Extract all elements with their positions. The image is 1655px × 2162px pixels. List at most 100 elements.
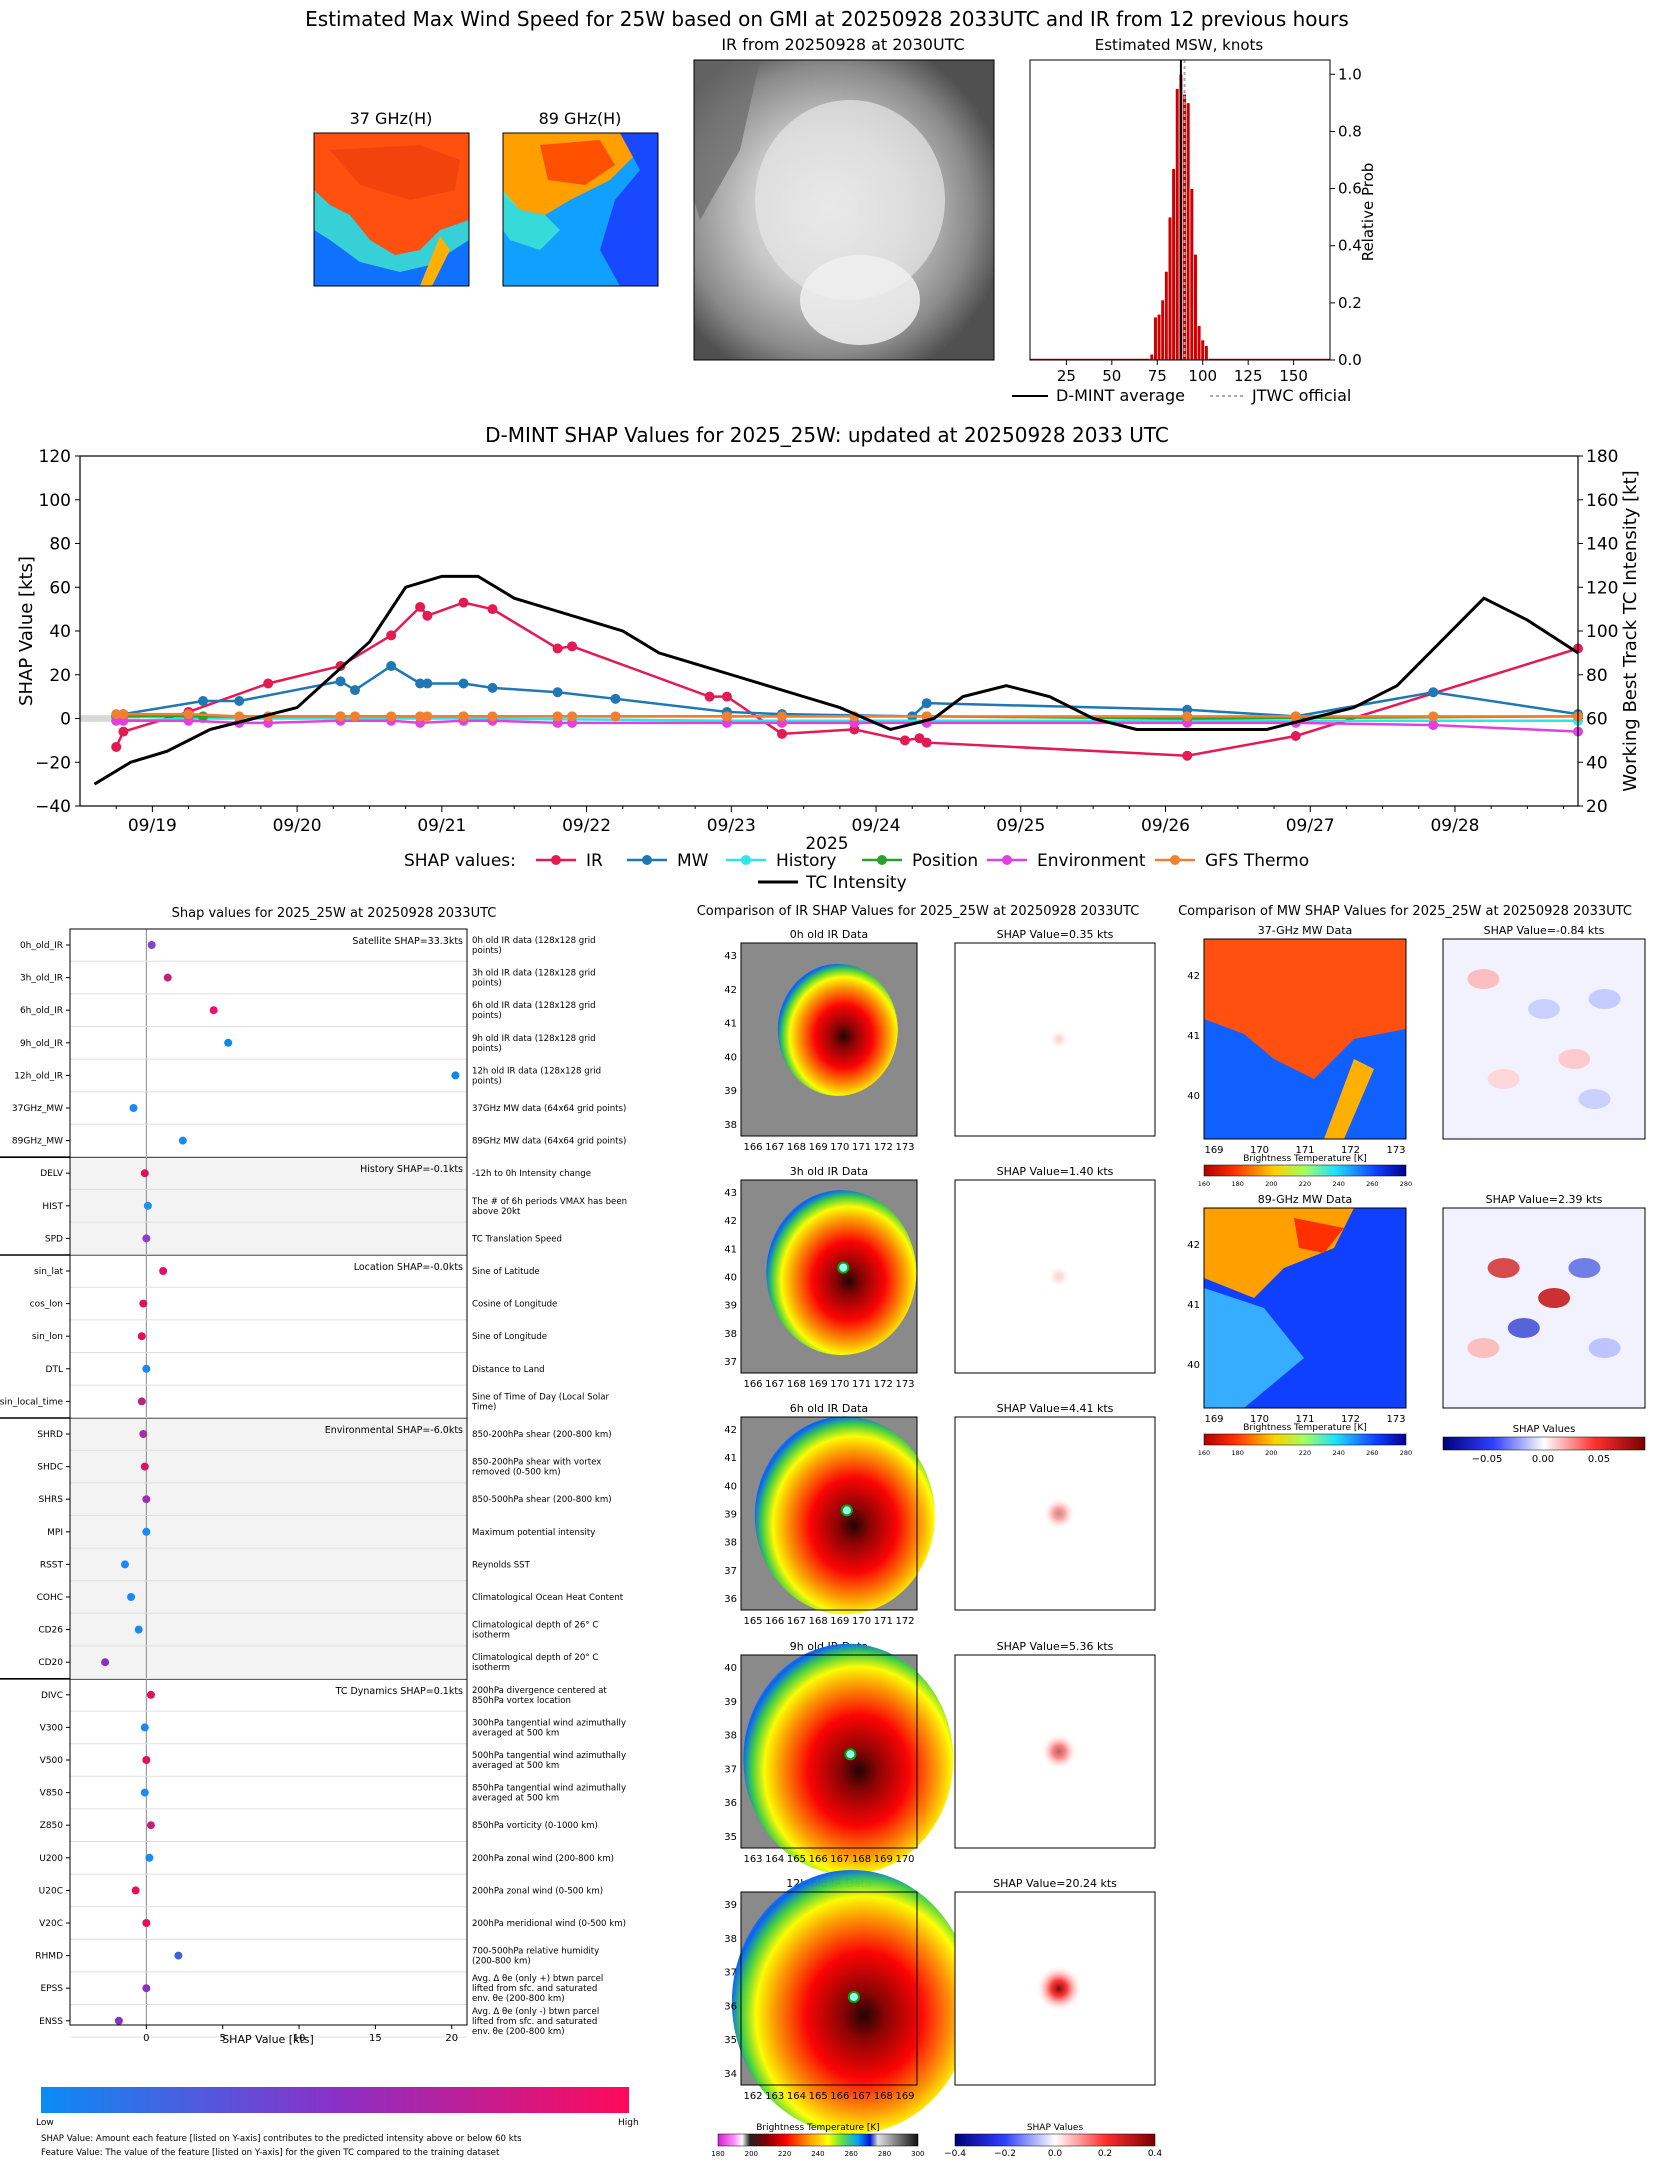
ts-point-ir xyxy=(422,610,433,621)
ir-eye xyxy=(840,1504,853,1517)
ir-ytick-label: 40 xyxy=(724,1273,737,1284)
ts-point-ir xyxy=(415,601,426,612)
feat-point xyxy=(137,1397,146,1406)
ts-ytick-right-label: 140 xyxy=(1586,535,1618,555)
mw-bt-colorbar-label: Brightness Temperature [K] xyxy=(1243,1154,1367,1164)
hist-ytick-label: 0.0 xyxy=(1338,351,1362,369)
ts-legend-prefix: SHAP values: xyxy=(404,851,516,871)
ts-ytick-right-label: 160 xyxy=(1586,491,1618,511)
feat-xlabel: SHAP Value [kts] xyxy=(222,2033,314,2046)
feat-group-label: TC Dynamics SHAP=0.1kts xyxy=(335,1686,463,1697)
feat-description: 850hPa vortex location xyxy=(472,1696,571,1706)
feat-description: averaged at 500 km xyxy=(472,1761,559,1771)
feat-description: Avg. Δ θe (only -) btwn parcel xyxy=(472,2007,599,2017)
ts-xtick-label: 09/21 xyxy=(417,816,466,836)
ts-xtick-label: 09/25 xyxy=(996,816,1045,836)
ir-xtick-label: 168 xyxy=(787,1379,806,1390)
feat-ytick-label: sin_local_time xyxy=(0,1397,63,1407)
ts-point-ir xyxy=(552,643,563,654)
ts-point-gfs-thermo xyxy=(567,711,578,722)
hist-xtick-label: 150 xyxy=(1279,367,1308,385)
ir-xtick-label: 167 xyxy=(765,1142,784,1153)
ir-shap-title: SHAP Value=20.24 kts xyxy=(993,1877,1117,1890)
ts-point-position xyxy=(198,711,209,722)
feat-ytick-label: U200 xyxy=(39,1854,63,1864)
ts-point-gfs-thermo xyxy=(487,711,498,722)
feat-ytick-label: ENSS xyxy=(39,2017,63,2027)
feat-ytick-label: 89GHz_MW xyxy=(12,1137,63,1147)
ir-ytick-label: 40 xyxy=(724,1481,737,1492)
ir-ytick-label: 43 xyxy=(724,1188,737,1199)
ts-point-gfs-thermo xyxy=(118,709,129,720)
feat-point xyxy=(224,1038,233,1047)
ir-bt-tick: 200 xyxy=(745,2150,758,2158)
ir-ytick-label: 38 xyxy=(724,1538,737,1549)
ts-point-ir xyxy=(704,691,715,702)
feat-description: env. θe (200-800 km) xyxy=(472,2027,565,2037)
ts-ytick-label: 40 xyxy=(49,622,71,642)
mw-shap-blob xyxy=(1528,999,1560,1019)
ir-shap-title: SHAP Value=0.35 kts xyxy=(997,928,1114,941)
ir-xtick-label: 173 xyxy=(895,1142,914,1153)
ts-ytick-label: 20 xyxy=(49,666,71,686)
mw37-title: 37 GHz(H) xyxy=(350,109,433,128)
mw-cool-region xyxy=(1204,1288,1304,1408)
feat-description: Cosine of Longitude xyxy=(472,1300,557,1310)
ts-ytick-right-label: 80 xyxy=(1586,666,1608,686)
ts-point-gfs-thermo xyxy=(386,711,397,722)
ir-xtick-label: 169 xyxy=(895,2091,914,2102)
feat-point xyxy=(146,1821,155,1830)
ir-bt-tick: 280 xyxy=(878,2150,891,2158)
feat-description: 850hPa tangential wind azimuthally xyxy=(472,1784,626,1794)
ts-ytick-label: −20 xyxy=(35,753,71,773)
feat-point xyxy=(451,1071,460,1080)
mw-xtick-label: 172 xyxy=(1341,1145,1360,1156)
feat-frame xyxy=(69,928,468,2026)
mw-bt-tick: 220 xyxy=(1299,1449,1311,1457)
feat-ytick-label: HIST xyxy=(42,1202,63,1212)
hist-bar xyxy=(1153,316,1158,361)
feat-colorbar-high: High xyxy=(618,2118,639,2128)
feat-point xyxy=(140,1462,149,1471)
feat-point xyxy=(159,1267,168,1275)
feat-point xyxy=(139,1299,148,1308)
feat-point xyxy=(101,1658,110,1667)
hist-ytick-label: 0.6 xyxy=(1338,180,1362,198)
feat-colorbar xyxy=(41,2087,629,2113)
ir-xtick-label: 166 xyxy=(743,1379,762,1390)
feat-ytick-label: SHRD xyxy=(37,1430,63,1440)
feat-ytick-label: SHDC xyxy=(37,1463,63,1473)
ir-xtick-label: 167 xyxy=(852,2091,871,2102)
feat-description: Climatological depth of 26° C xyxy=(472,1621,598,1631)
ir-ytick-label: 38 xyxy=(724,1329,737,1340)
feat-group-label: Environmental SHAP=-6.0kts xyxy=(325,1425,463,1436)
feat-description: isotherm xyxy=(472,1663,510,1673)
ir-shap-tick: 0.2 xyxy=(1098,2149,1112,2158)
mw-bt-tick: 200 xyxy=(1265,1180,1277,1188)
ts-point-mw xyxy=(552,687,563,698)
feat-description: 850-200hPa shear with vortex xyxy=(472,1458,601,1468)
mw-shap-blob xyxy=(1568,1258,1601,1278)
ir-eye xyxy=(844,1748,857,1761)
ir-ytick-label: 38 xyxy=(724,1731,737,1742)
ts-point-gfs-thermo xyxy=(415,711,426,722)
feat-description: 200hPa divergence centered at xyxy=(472,1686,607,1696)
ir-shap-tick: 0.0 xyxy=(1048,2149,1063,2158)
ts-point-mw xyxy=(458,678,469,689)
mw-comparison: 37-GHz MW Data 42 41 40 169 170 171 172 173 160 18… xyxy=(1187,924,1646,1465)
ts-ytick-right-label: 120 xyxy=(1586,578,1618,598)
ir-xtick-label: 163 xyxy=(765,2091,784,2102)
ts-point-gfs-thermo xyxy=(422,711,433,722)
hist-bar xyxy=(1204,345,1209,361)
ir-ytick-label: 39 xyxy=(724,1301,737,1312)
hist-xtick-label: 25 xyxy=(1057,367,1076,385)
feat-description: (200-800 km) xyxy=(472,1957,531,1967)
feat-description: removed (0-500 km) xyxy=(472,1468,561,1478)
ir-xtick-label: 170 xyxy=(895,1854,914,1865)
mw-bt-tick: 220 xyxy=(1299,1180,1311,1188)
feat-ytick-label: V850 xyxy=(40,1789,64,1799)
ir-eye xyxy=(847,1991,860,2004)
feat-description: points) xyxy=(472,1076,502,1086)
feat-ytick-label: U20C xyxy=(39,1886,63,1896)
ir-xtick-label: 165 xyxy=(743,1616,762,1627)
